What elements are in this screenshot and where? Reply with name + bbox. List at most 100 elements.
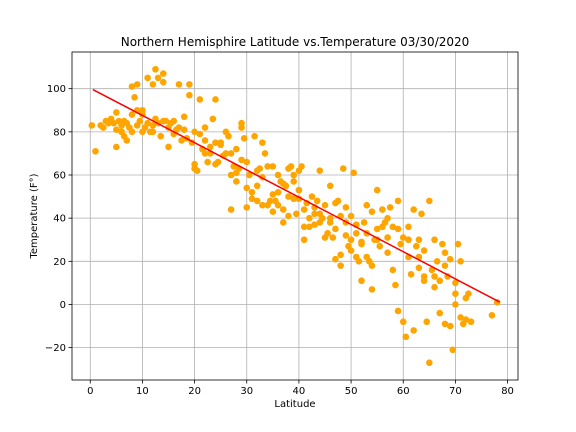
scatter-point — [159, 70, 167, 77]
scatter-point — [420, 273, 428, 280]
scatter-point — [287, 163, 295, 170]
scatter-point — [259, 139, 266, 146]
scatter-point — [373, 225, 381, 233]
scatter-point — [350, 169, 357, 177]
scatter-point — [410, 327, 417, 334]
scatter-point — [384, 249, 391, 256]
regression-layer — [92, 88, 501, 303]
scatter-point — [332, 255, 339, 263]
y-tick-label: 100 — [47, 84, 66, 95]
ticks-layer: 0 10 20 30 40 50 60 70 80 −20 0 20 40 60 80 100 — [45, 84, 514, 397]
scatter-point — [201, 137, 209, 144]
scatter-point — [118, 128, 125, 136]
scatter-point — [253, 167, 261, 174]
scatter-point — [433, 258, 441, 265]
scatter-point — [300, 223, 308, 231]
scatter-point — [175, 124, 183, 131]
scatter-point — [316, 167, 324, 174]
y-tick-label: 20 — [53, 257, 66, 268]
scatter-point — [196, 130, 204, 138]
scatter-point — [415, 264, 423, 272]
scatter-point — [368, 286, 376, 293]
scatter-point — [384, 234, 391, 241]
x-tick-label: 40 — [293, 386, 306, 397]
scatter-point — [457, 314, 464, 321]
scatter-point — [259, 201, 266, 209]
scatter-point — [368, 208, 376, 215]
scatter-point — [446, 322, 454, 330]
scatter-point — [243, 204, 251, 211]
scatter-point — [266, 197, 274, 205]
scatter-point — [347, 212, 355, 220]
scatter-point — [337, 262, 344, 269]
scatter-point — [206, 143, 214, 151]
scatter-point — [332, 199, 339, 207]
scatter-point — [180, 113, 188, 121]
scatter-point — [196, 96, 204, 103]
scatter-point — [233, 145, 240, 153]
y-tick-label: 40 — [53, 214, 66, 225]
scatter-point — [279, 206, 287, 213]
x-tick-label: 60 — [397, 386, 410, 397]
scatter-point — [264, 163, 271, 170]
y-axis-label: Temperature (F°) — [29, 173, 40, 259]
scatter-point — [311, 221, 318, 228]
scatter-point — [165, 143, 172, 151]
scatter-point — [363, 253, 371, 261]
scatter-point — [274, 171, 282, 179]
scatter-point — [227, 171, 235, 179]
scatter-point — [431, 283, 438, 291]
scatter-point — [441, 249, 449, 256]
scatter-point — [423, 318, 431, 326]
scatter-point — [285, 212, 292, 220]
scatter-point — [217, 139, 224, 146]
scatter-point — [144, 74, 151, 82]
scatter-point — [373, 186, 381, 194]
scatter-point — [410, 206, 417, 213]
scatter-point — [279, 219, 287, 226]
scatter-point — [243, 184, 251, 192]
scatter-point — [201, 124, 209, 131]
scatter-point — [157, 132, 164, 140]
scatter-point — [399, 234, 407, 241]
x-tick-label: 0 — [87, 386, 93, 397]
scatter-point — [405, 223, 412, 231]
scatter-point — [332, 225, 339, 233]
scatter-point — [337, 251, 344, 259]
scatter-point — [212, 96, 219, 103]
y-tick-label: 60 — [53, 171, 66, 182]
scatter-point — [347, 236, 355, 244]
scatter-point — [347, 247, 355, 254]
scatter-point — [300, 236, 308, 244]
scatter-point — [290, 178, 297, 185]
scatter-point — [240, 135, 248, 142]
scatter-point — [285, 193, 292, 200]
scatter-point — [386, 204, 394, 211]
scatter-point — [233, 178, 240, 185]
scatter-point — [426, 197, 433, 205]
scatter-point — [415, 236, 423, 244]
scatter-point — [238, 156, 245, 164]
scatter-point — [246, 171, 253, 179]
scatter-point — [186, 81, 193, 88]
scatter-point — [290, 171, 297, 179]
scatter-point — [209, 115, 217, 123]
scatter-point — [113, 109, 120, 116]
scatter-point — [149, 122, 157, 129]
scatter-point — [339, 165, 347, 172]
scatter-point — [436, 309, 444, 317]
scatter-point — [306, 214, 313, 222]
scatter-point — [384, 214, 391, 222]
scatter-point — [329, 234, 337, 241]
scatter-point — [300, 206, 308, 213]
scatter-point — [363, 201, 371, 209]
scatter-point — [204, 158, 211, 166]
scatter-point — [113, 143, 120, 151]
scatter-point — [321, 201, 329, 209]
scatter-point — [261, 150, 269, 157]
scatter-point — [405, 236, 412, 244]
scatter-point — [379, 206, 386, 213]
x-tick-label: 80 — [501, 386, 514, 397]
scatter-point — [465, 290, 472, 297]
